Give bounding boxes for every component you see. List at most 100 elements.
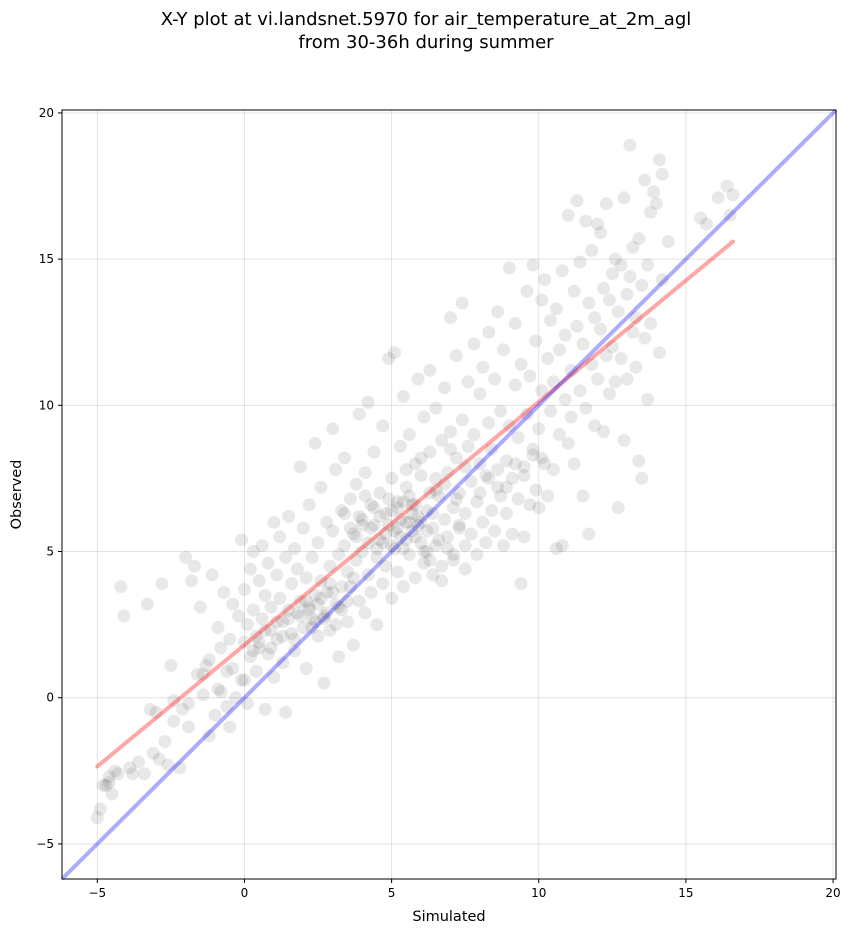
data-point xyxy=(102,770,116,784)
data-point xyxy=(429,471,443,485)
data-point xyxy=(299,594,313,608)
data-point xyxy=(140,597,154,611)
data-point xyxy=(526,448,540,462)
scatter-points xyxy=(90,138,740,825)
data-point xyxy=(414,451,428,465)
data-point xyxy=(644,316,658,330)
data-point xyxy=(438,512,452,526)
data-point xyxy=(399,463,413,477)
data-point xyxy=(311,536,325,550)
data-point xyxy=(441,530,455,544)
data-point xyxy=(579,401,593,415)
data-point xyxy=(488,372,502,386)
data-point xyxy=(358,606,372,620)
data-point xyxy=(723,208,737,222)
data-point xyxy=(338,539,352,553)
data-point xyxy=(423,486,437,500)
data-point xyxy=(452,518,466,532)
data-point xyxy=(376,419,390,433)
data-point xyxy=(549,542,563,556)
data-point xyxy=(217,585,231,599)
data-point xyxy=(546,463,560,477)
data-point xyxy=(258,588,272,602)
x-tick-label: 15 xyxy=(678,886,693,900)
data-point xyxy=(270,632,284,646)
data-point xyxy=(496,539,510,553)
data-point xyxy=(414,515,428,529)
data-point xyxy=(220,699,234,713)
data-point xyxy=(367,501,381,515)
fit-lines xyxy=(60,108,838,881)
data-point xyxy=(293,609,307,623)
data-point xyxy=(452,486,466,500)
data-point xyxy=(364,585,378,599)
data-point xyxy=(308,436,322,450)
data-point xyxy=(461,375,475,389)
data-point xyxy=(535,384,549,398)
data-point xyxy=(582,527,596,541)
data-point xyxy=(405,524,419,538)
data-point xyxy=(482,416,496,430)
data-point xyxy=(320,515,334,529)
data-point xyxy=(544,404,558,418)
data-point xyxy=(182,697,196,711)
data-point xyxy=(579,214,593,228)
data-point xyxy=(626,325,640,339)
data-point xyxy=(329,597,343,611)
data-point xyxy=(476,360,490,374)
data-point xyxy=(588,311,602,325)
data-point xyxy=(446,553,460,567)
data-point xyxy=(561,208,575,222)
data-point xyxy=(364,521,378,535)
data-point xyxy=(370,618,384,632)
data-point xyxy=(526,258,540,272)
data-point xyxy=(482,325,496,339)
data-point xyxy=(258,702,272,716)
data-point xyxy=(282,603,296,617)
data-point xyxy=(132,755,146,769)
data-point xyxy=(435,559,449,573)
y-tick-label: −5 xyxy=(36,837,54,851)
data-point xyxy=(408,571,422,585)
data-point xyxy=(246,545,260,559)
data-point xyxy=(390,495,404,509)
data-point xyxy=(494,404,508,418)
data-point xyxy=(411,372,425,386)
data-point xyxy=(117,609,131,623)
data-point xyxy=(211,682,225,696)
data-point xyxy=(641,392,655,406)
data-point xyxy=(361,536,375,550)
data-point xyxy=(582,296,596,310)
data-point xyxy=(647,185,661,199)
data-point xyxy=(499,454,513,468)
data-point xyxy=(205,568,219,582)
data-point xyxy=(558,392,572,406)
data-point xyxy=(443,442,457,456)
data-point xyxy=(632,454,646,468)
data-point xyxy=(193,600,207,614)
data-point xyxy=(449,349,463,363)
data-point xyxy=(184,574,198,588)
data-point xyxy=(390,521,404,535)
data-point xyxy=(570,319,584,333)
data-point xyxy=(252,641,266,655)
data-point xyxy=(343,492,357,506)
data-point xyxy=(390,501,404,515)
data-point xyxy=(270,615,284,629)
data-point xyxy=(240,618,254,632)
data-point xyxy=(382,518,396,532)
data-point xyxy=(617,191,631,205)
data-point xyxy=(99,778,113,792)
data-point xyxy=(229,691,243,705)
data-point xyxy=(282,509,296,523)
data-point xyxy=(326,422,340,436)
data-point xyxy=(396,390,410,404)
data-point xyxy=(576,337,590,351)
data-point xyxy=(332,600,346,614)
data-point xyxy=(429,483,443,497)
data-point xyxy=(314,574,328,588)
data-point xyxy=(597,425,611,439)
data-point xyxy=(373,509,387,523)
data-point xyxy=(226,661,240,675)
data-point xyxy=(420,545,434,559)
